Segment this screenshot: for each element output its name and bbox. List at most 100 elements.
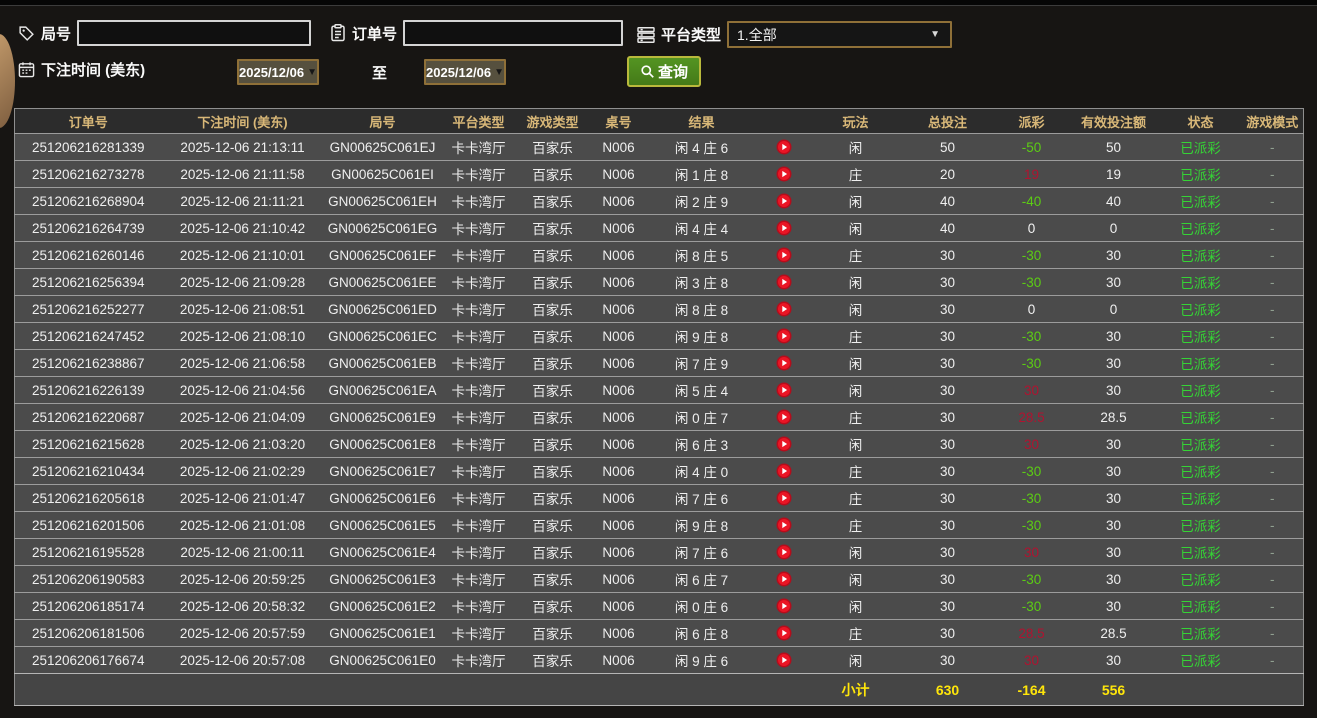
cell-game-mode: -: [1241, 592, 1304, 620]
play-icon[interactable]: [776, 463, 792, 479]
cell-payout: -30: [995, 484, 1068, 512]
play-icon[interactable]: [776, 571, 792, 587]
cell-status: 已派彩: [1159, 457, 1242, 485]
play-icon[interactable]: [776, 598, 792, 614]
cell-game-type: 百家乐: [515, 133, 590, 161]
cell-replay: [755, 403, 812, 431]
play-icon[interactable]: [776, 625, 792, 641]
cell-replay: [755, 565, 812, 593]
clipboard-icon: [330, 24, 346, 42]
cell-game-type: 百家乐: [515, 295, 590, 323]
date-to-select[interactable]: 2025/12/06 ▼: [424, 59, 506, 85]
table-row: 251206216260146 2025-12-06 21:10:01 GN00…: [14, 241, 1304, 269]
cell-game-type: 百家乐: [515, 457, 590, 485]
cell-total-bet: 30: [899, 322, 996, 350]
cell-result: 闲 9 庄 8: [647, 322, 756, 350]
table-row: 251206216195528 2025-12-06 21:00:11 GN00…: [14, 538, 1304, 566]
play-icon[interactable]: [776, 301, 792, 317]
play-icon[interactable]: [776, 382, 792, 398]
cell-game-type: 百家乐: [515, 160, 590, 188]
search-icon: [640, 64, 655, 79]
bet-records-table: 订单号 下注时间 (美东) 局号 平台类型 游戏类型 桌号 结果 玩法 总投注 派彩 有效投注额 状态…: [14, 108, 1304, 706]
cell-table-no: N006: [589, 403, 648, 431]
bet-time-filter-label-group: 下注时间 (美东): [18, 59, 145, 80]
play-icon[interactable]: [776, 652, 792, 668]
play-icon[interactable]: [776, 355, 792, 371]
cell-status: 已派彩: [1159, 484, 1242, 512]
cell-bet-time: 2025-12-06 21:02:29: [161, 457, 324, 485]
play-icon[interactable]: [776, 193, 792, 209]
cell-round-no: GN00625C061EE: [323, 268, 442, 296]
cell-game-type: 百家乐: [515, 241, 590, 269]
play-icon[interactable]: [776, 328, 792, 344]
subtotal-payout: -164: [995, 673, 1068, 706]
play-icon[interactable]: [776, 490, 792, 506]
cell-platform-type: 卡卡湾厅: [441, 484, 516, 512]
cell-table-no: N006: [589, 511, 648, 539]
cell-round-no: GN00625C061E2: [323, 592, 442, 620]
cell-platform-type: 卡卡湾厅: [441, 133, 516, 161]
play-icon[interactable]: [776, 409, 792, 425]
cell-table-no: N006: [589, 457, 648, 485]
cell-order-no: 251206216226139: [14, 376, 162, 404]
play-icon[interactable]: [776, 436, 792, 452]
column-header: 订单号: [14, 108, 162, 134]
play-icon[interactable]: [776, 544, 792, 560]
cell-result: 闲 0 庄 7: [647, 403, 756, 431]
cell-valid-bet: 28.5: [1067, 619, 1160, 647]
cell-platform-type: 卡卡湾厅: [441, 241, 516, 269]
query-button[interactable]: 查询: [627, 56, 701, 87]
cell-play-type: 庄: [811, 511, 900, 539]
play-icon[interactable]: [776, 166, 792, 182]
cell-game-type: 百家乐: [515, 592, 590, 620]
cell-game-type: 百家乐: [515, 646, 590, 674]
order-no-input[interactable]: [403, 20, 624, 46]
server-stack-icon: [637, 26, 655, 43]
column-header: 游戏类型: [515, 108, 590, 134]
table-row: 251206216215628 2025-12-06 21:03:20 GN00…: [14, 430, 1304, 458]
cell-result: 闲 9 庄 8: [647, 511, 756, 539]
cell-result: 闲 7 庄 6: [647, 484, 756, 512]
platform-type-select[interactable]: 1.全部 ▼: [727, 21, 953, 48]
cell-status: 已派彩: [1159, 241, 1242, 269]
play-icon[interactable]: [776, 517, 792, 533]
cell-replay: [755, 133, 812, 161]
cell-total-bet: 30: [899, 646, 996, 674]
cell-payout: -30: [995, 457, 1068, 485]
cell-result: 闲 4 庄 4: [647, 214, 756, 242]
platform-type-filter: 平台类型 1.全部 ▼: [637, 21, 953, 48]
cell-valid-bet: 30: [1067, 241, 1160, 269]
date-to-group: 2025/12/06 ▼: [424, 59, 506, 85]
cell-table-no: N006: [589, 592, 648, 620]
cell-valid-bet: 30: [1067, 430, 1160, 458]
play-icon[interactable]: [776, 139, 792, 155]
play-icon[interactable]: [776, 274, 792, 290]
cell-table-no: N006: [589, 484, 648, 512]
cell-payout: -50: [995, 133, 1068, 161]
column-header: 派彩: [995, 108, 1068, 134]
cell-round-no: GN00625C061EI: [323, 160, 442, 188]
cell-order-no: 251206216260146: [14, 241, 162, 269]
cell-status: 已派彩: [1159, 295, 1242, 323]
play-icon[interactable]: [776, 247, 792, 263]
subtotal-status-spacer: [1159, 673, 1242, 706]
date-from-select[interactable]: 2025/12/06 ▼: [237, 59, 319, 85]
platform-type-value: 1.全部: [737, 26, 777, 43]
cell-platform-type: 卡卡湾厅: [441, 457, 516, 485]
cell-total-bet: 20: [899, 160, 996, 188]
cell-game-type: 百家乐: [515, 619, 590, 647]
cell-platform-type: 卡卡湾厅: [441, 295, 516, 323]
cell-payout: 28.5: [995, 619, 1068, 647]
cell-round-no: GN00625C061E3: [323, 565, 442, 593]
cell-order-no: 251206206176674: [14, 646, 162, 674]
cell-status: 已派彩: [1159, 538, 1242, 566]
column-header: 局号: [323, 108, 442, 134]
cell-result: 闲 8 庄 5: [647, 241, 756, 269]
cell-payout: 30: [995, 538, 1068, 566]
cell-result: 闲 2 庄 9: [647, 187, 756, 215]
cell-order-no: 251206216238867: [14, 349, 162, 377]
game-no-input[interactable]: [77, 20, 312, 46]
date-from-group: 2025/12/06 ▼: [237, 59, 319, 85]
play-icon[interactable]: [776, 220, 792, 236]
cell-valid-bet: 30: [1067, 457, 1160, 485]
